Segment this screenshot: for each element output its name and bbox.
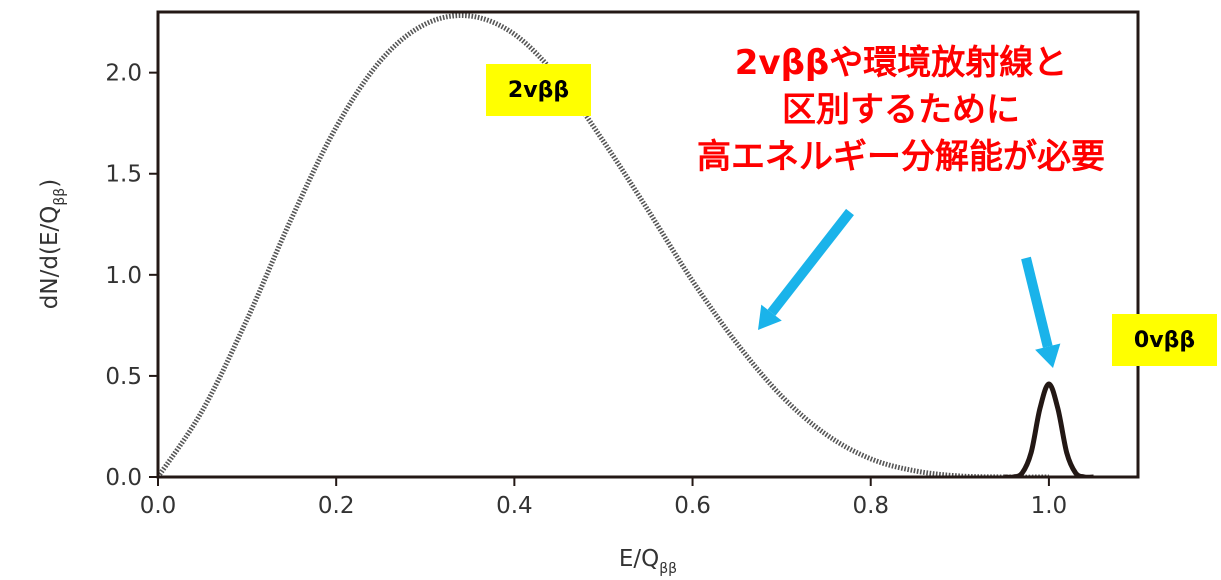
series-line-0 (158, 13, 1049, 477)
annotation-line-3: 高エネルギー分解能が必要 (697, 137, 1105, 177)
x-tick-label: 0.0 (140, 493, 177, 519)
axes: 0.0 0.2 0.4 0.6 0.8 1.0 0.0 0.5 1.0 1.5 2.0 (105, 61, 1067, 519)
y-tick-label: 1.0 (105, 263, 142, 289)
y-tick-label: 2.0 (105, 61, 142, 87)
x-tick-label: 0.4 (496, 493, 533, 519)
y-axis-label: dN/d(E/Qββ) (37, 179, 68, 309)
y-tick-label: 0.5 (105, 364, 142, 390)
annotation-text: 2vββや環境放射線と 区別するために 高エネルギー分解能が必要 (618, 40, 1184, 181)
x-tick-label: 0.2 (318, 493, 355, 519)
annotation-line-1: 2vββや環境放射線と (734, 43, 1068, 83)
arrow-to-2vbb (758, 208, 854, 330)
series-layer (158, 13, 1094, 477)
plot-frame (156, 10, 1140, 479)
y-tick-label: 1.5 (105, 162, 142, 188)
x-tick-label: 1.0 (1031, 493, 1068, 519)
badge-2vbb: 2vββ (486, 64, 591, 116)
arrows (758, 208, 1061, 368)
x-tick-label: 0.6 (674, 493, 711, 519)
badge-0vbb: 0vββ (1112, 314, 1217, 366)
x-axis-label: E/Qββ (619, 546, 677, 577)
annotation-line-2: 区別するために (782, 90, 1020, 130)
arrow-to-0vbb (1021, 256, 1061, 368)
x-tick-label: 0.8 (852, 493, 889, 519)
y-tick-label: 0.0 (105, 465, 142, 491)
series-line-1 (1004, 381, 1094, 477)
